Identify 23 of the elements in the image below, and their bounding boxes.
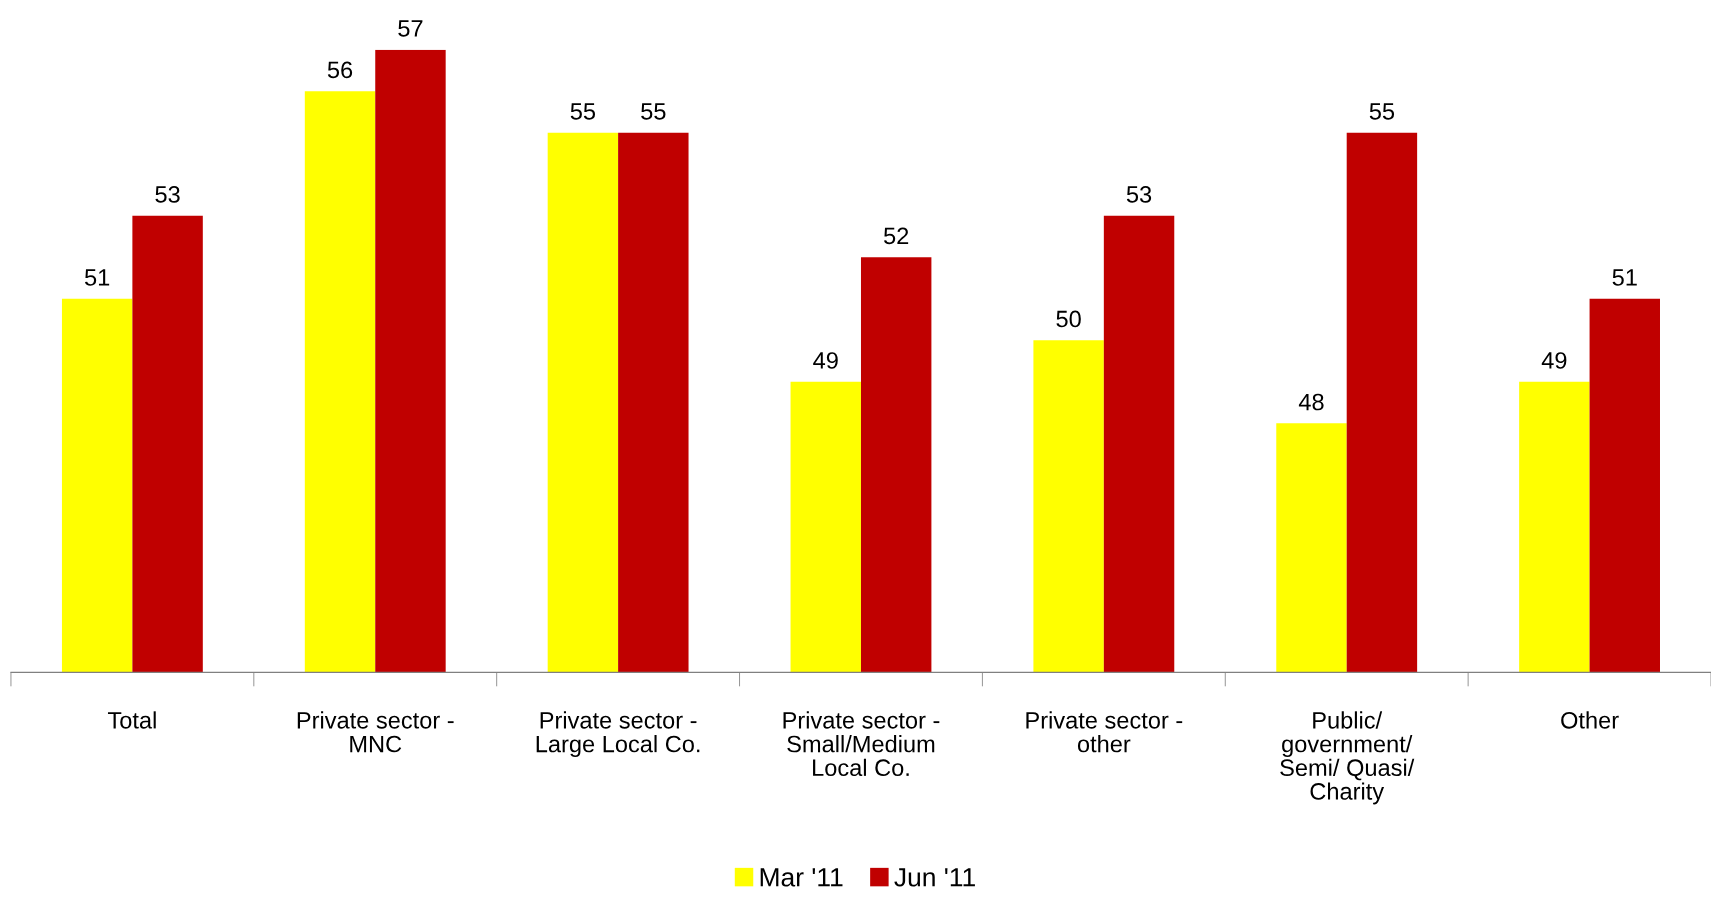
data-label: 49 <box>813 352 838 369</box>
legend-label: Mar '11 <box>760 868 843 887</box>
data-label: 55 <box>641 103 666 120</box>
x-tick-label: Private sector - other <box>1026 711 1183 753</box>
data-label: 48 <box>1298 393 1324 411</box>
data-label: 51 <box>84 269 110 286</box>
data-label: 55 <box>570 103 596 120</box>
data-label: 49 <box>1541 352 1567 369</box>
x-tick-label: Private sector - MNC <box>297 711 454 753</box>
x-tick-label: Other <box>1561 711 1619 729</box>
x-tick-label: Private sector - Small/Medium Local Co. <box>783 711 940 777</box>
legend-label: Jun '11 <box>894 868 975 887</box>
x-tick-label: Private sector - Large Local Co. <box>536 711 700 758</box>
data-label: 50 <box>1056 310 1081 328</box>
x-tick-label: Total <box>107 711 156 729</box>
data-label: 53 <box>155 186 180 203</box>
data-label: 56 <box>327 61 353 79</box>
data-label: 57 <box>398 20 423 37</box>
data-label: 52 <box>884 227 909 245</box>
x-tick-label: Public/ government/ Semi/ Quasi/ Charity <box>1280 711 1415 805</box>
data-label: 53 <box>1126 186 1152 203</box>
data-label: 51 <box>1612 269 1637 286</box>
data-label: 55 <box>1369 103 1395 120</box>
